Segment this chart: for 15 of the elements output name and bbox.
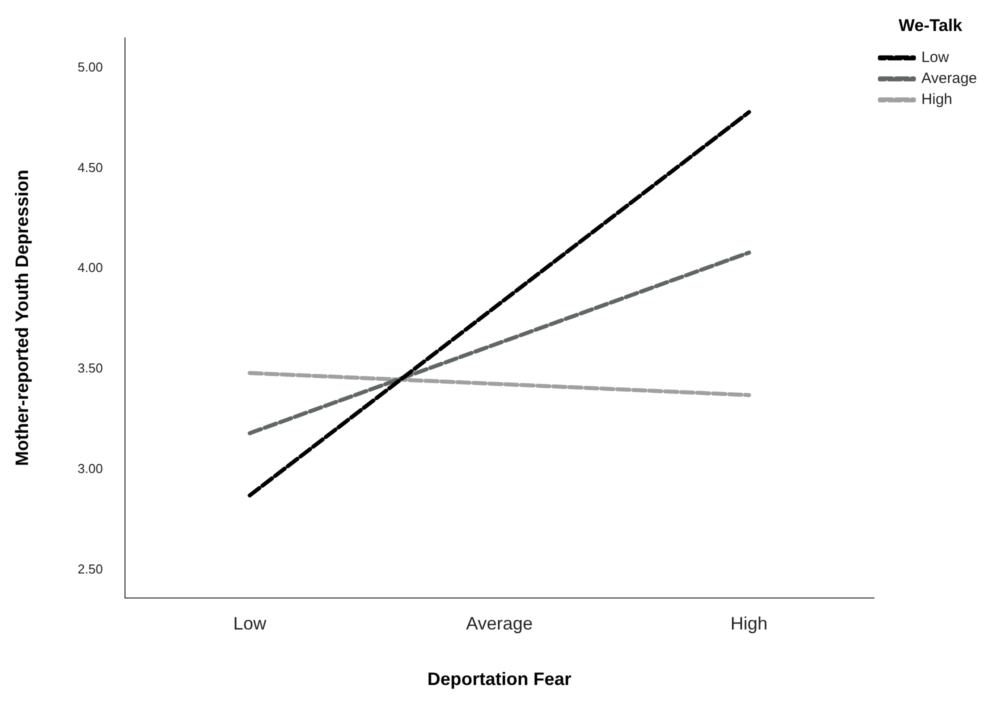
y-tick-label: 3.50 xyxy=(78,360,103,376)
y-tick-label: 4.50 xyxy=(78,160,103,175)
x-tick-label: Average xyxy=(466,614,533,634)
legend-label: Average xyxy=(921,70,978,88)
legend-label: Low xyxy=(921,49,950,66)
legend-title: We-Talk xyxy=(898,16,963,36)
legend-label: High xyxy=(921,91,952,108)
y-axis-title: Mother-reported Youth Depression xyxy=(12,170,32,466)
y-tick-label: 2.50 xyxy=(78,561,103,576)
y-tick-label: 4.00 xyxy=(78,260,103,276)
x-axis-title: Deportation Fear xyxy=(427,669,572,690)
y-tick-label: 5.00 xyxy=(78,59,103,74)
y-tick-label: 3.00 xyxy=(78,460,103,476)
x-tick-label: Low xyxy=(233,614,268,634)
x-tick-label: High xyxy=(730,614,768,634)
